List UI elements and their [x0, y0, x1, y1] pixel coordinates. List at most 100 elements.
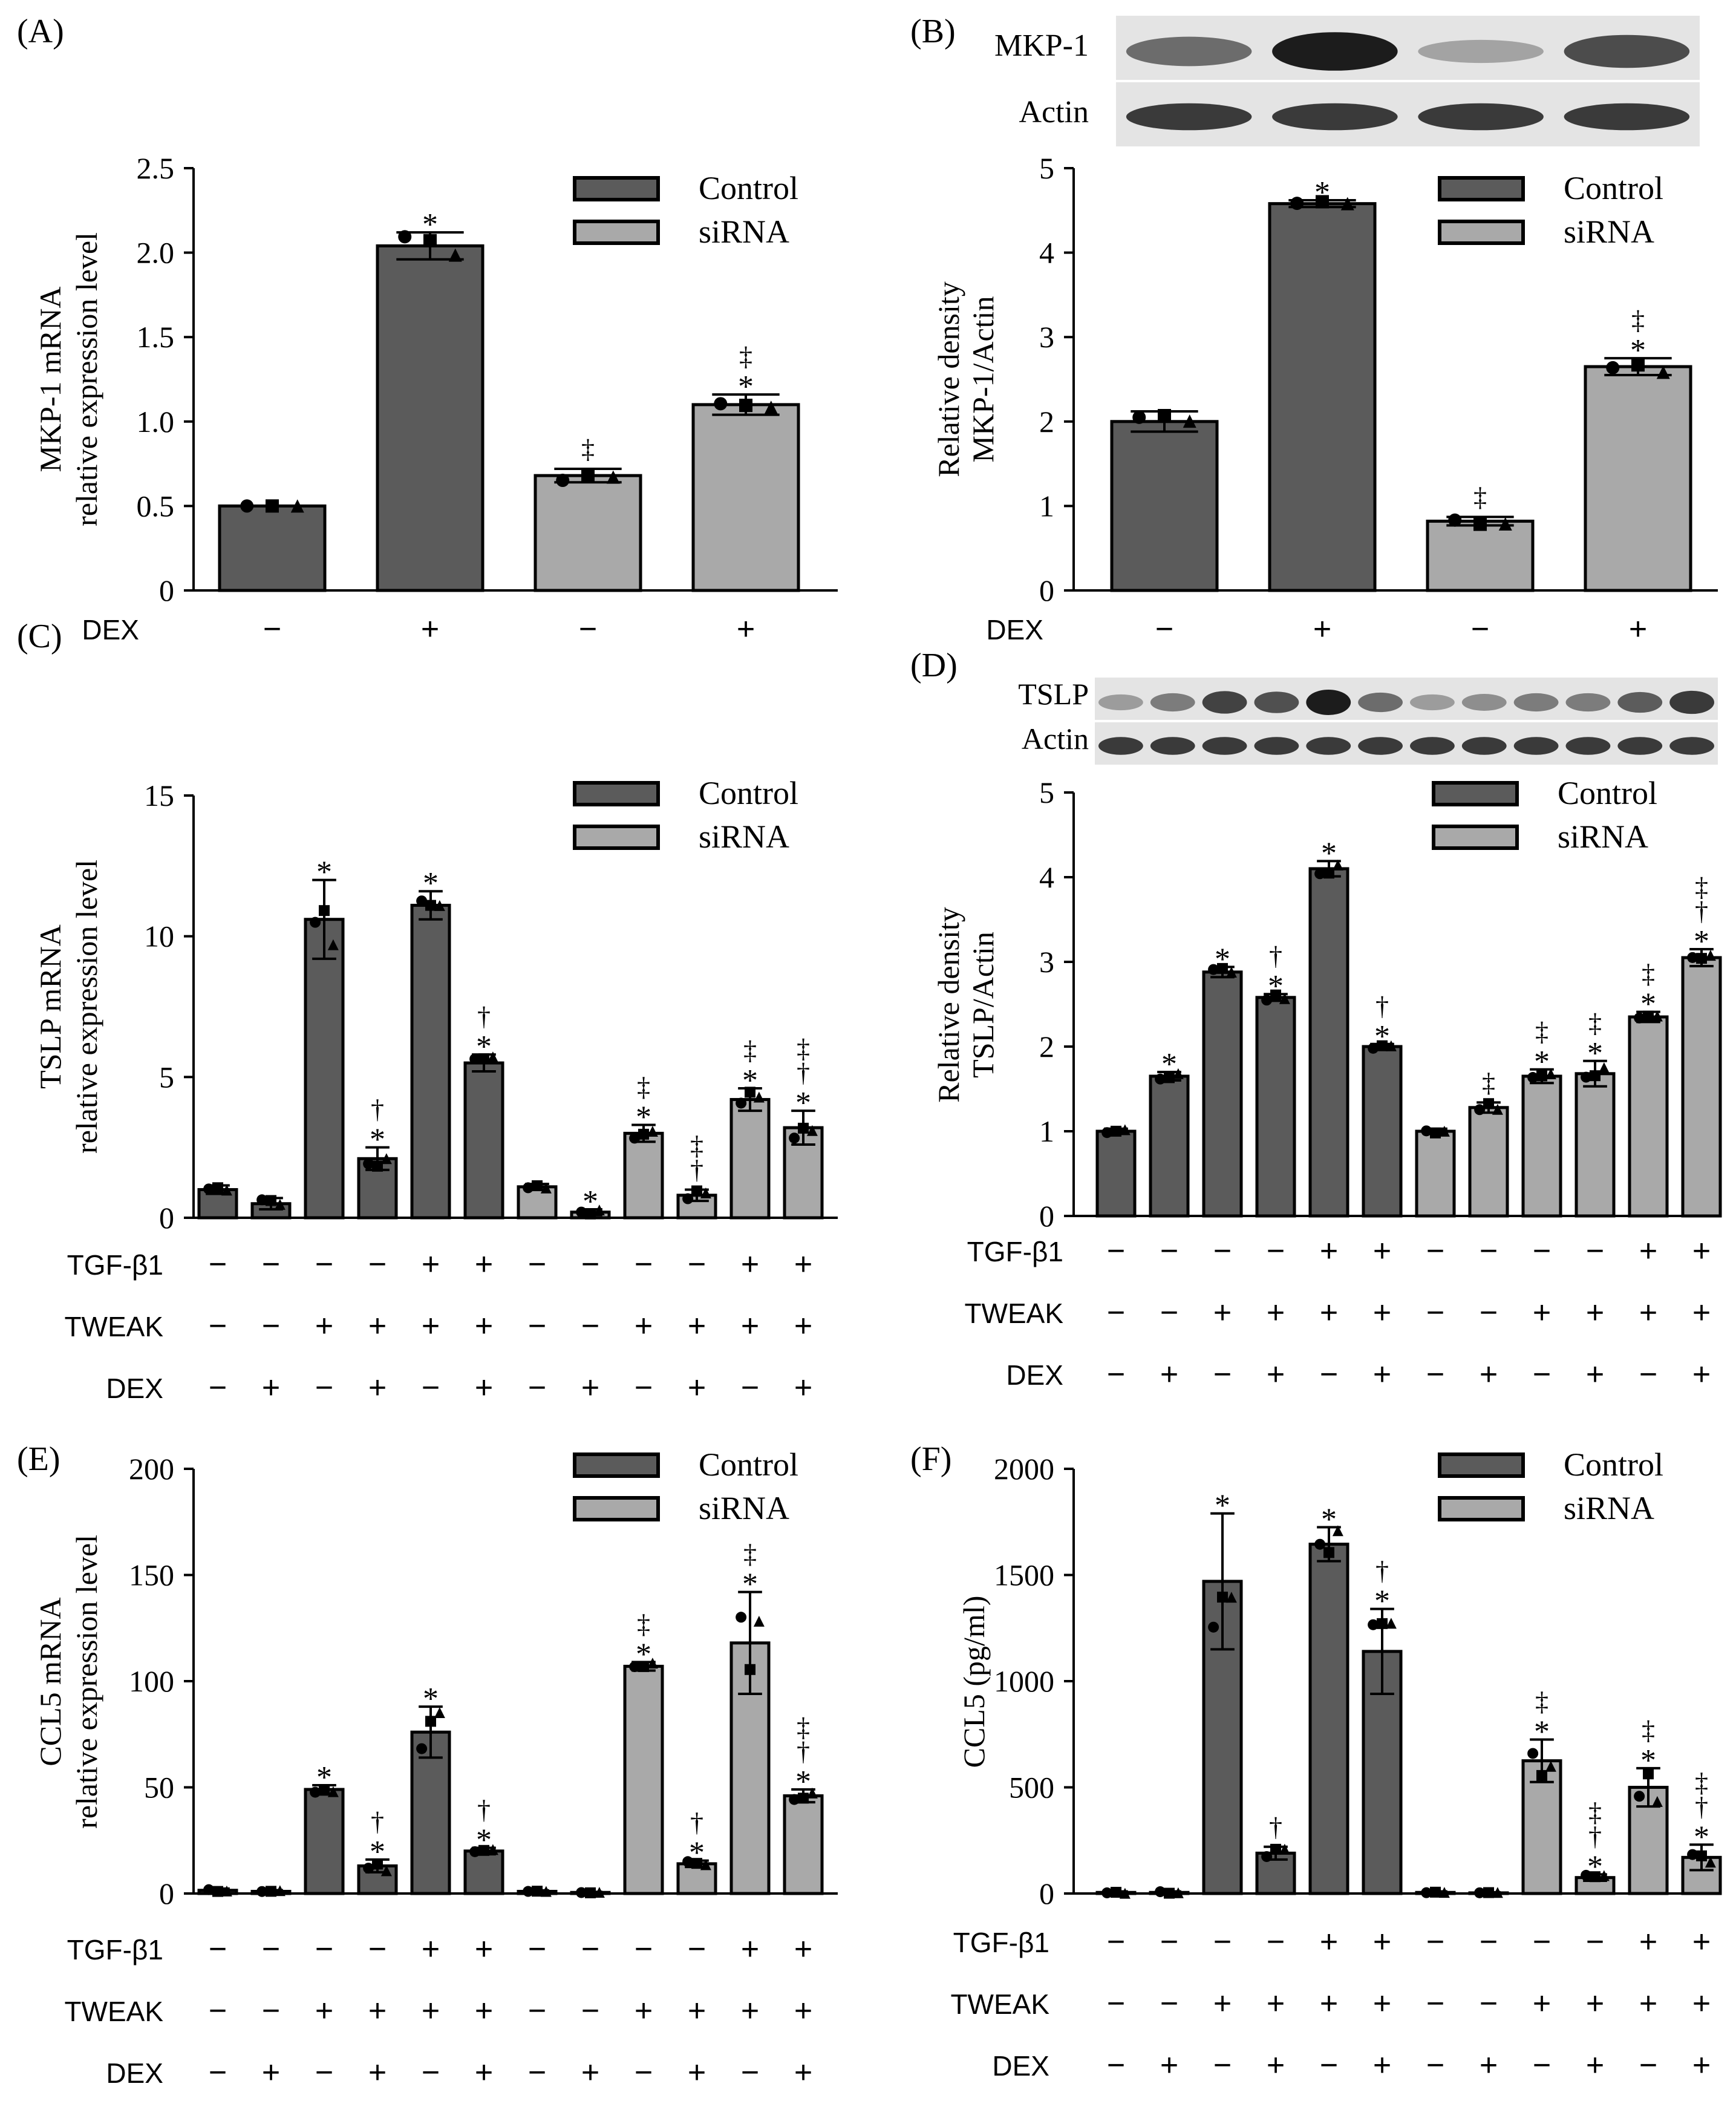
significance-marker: *	[1374, 1584, 1390, 1619]
condition-sign: −	[1160, 1233, 1178, 1269]
bar	[218, 504, 327, 592]
bar	[517, 1185, 558, 1220]
significance-marker: *	[1640, 1743, 1656, 1778]
condition-sign: −	[1639, 1357, 1657, 1392]
condition-sign: +	[1160, 2048, 1178, 2083]
condition-sign: −	[1533, 1357, 1551, 1392]
bar	[463, 1849, 504, 1895]
data-point	[1340, 197, 1354, 211]
data-point	[327, 1786, 339, 1797]
condition-sign: −	[1426, 1986, 1444, 2021]
significance-marker: †	[477, 1002, 491, 1031]
significance-marker: †	[690, 1808, 703, 1838]
y-tick-label: 0	[159, 573, 174, 607]
significance-marker: ‡	[743, 1036, 757, 1065]
condition-sign: −	[1426, 1295, 1444, 1330]
significance-marker: *	[1587, 1849, 1603, 1884]
condition-sign: +	[1586, 1986, 1604, 2021]
data-point	[1527, 1072, 1539, 1083]
data-point	[1527, 1748, 1539, 1759]
data-point	[423, 234, 437, 247]
significance-marker: *	[1694, 1820, 1709, 1854]
condition-sign: −	[1160, 1986, 1178, 2021]
condition-sign: +	[1639, 1986, 1657, 2021]
condition-sign: +	[1373, 1233, 1391, 1269]
significance-marker: †	[1269, 1812, 1282, 1842]
significance-marker: *	[370, 1835, 385, 1869]
data-point	[1323, 1547, 1334, 1558]
condition-sign: −	[528, 1370, 546, 1405]
data-point	[1368, 1619, 1379, 1630]
significance-marker: *	[689, 1836, 705, 1871]
condition-sign: −	[1586, 1924, 1604, 1959]
data-point	[274, 1198, 286, 1210]
blot-band	[1126, 103, 1252, 131]
condition-sign: +	[1692, 2048, 1711, 2083]
condition-label: DEX	[106, 2057, 163, 2089]
significance-marker: †	[1375, 1557, 1389, 1586]
condition-sign: −	[1107, 1233, 1125, 1269]
y-axis-label: relative expression level	[70, 232, 103, 526]
bar	[783, 1794, 824, 1895]
condition-sign: −	[635, 1370, 653, 1405]
blot-band	[1513, 737, 1559, 755]
condition-label: TGF-β1	[967, 1236, 1063, 1267]
blot-label-tslp: TSLP	[1018, 677, 1089, 711]
legend-label-sirna: siRNA	[1564, 1490, 1654, 1526]
panel-b: (B) MKP-1 Actin 0 1 2 3 4 5 Relative density MKP-1…	[910, 13, 1718, 647]
condition-sign: +	[422, 1309, 440, 1344]
condition-sign: −	[528, 1309, 546, 1344]
panel-label: (E)	[17, 1440, 60, 1478]
condition-sign: −	[315, 1932, 333, 1967]
data-point	[593, 1204, 605, 1216]
condition-sign: +	[1639, 1233, 1657, 1269]
significance-marker: ‡	[1535, 1687, 1548, 1717]
significance-marker: †	[1375, 992, 1389, 1021]
condition-sign: −	[635, 2055, 653, 2090]
data-point	[629, 1661, 641, 1673]
condition-sign: +	[1267, 2048, 1285, 2083]
bar	[534, 474, 642, 592]
condition-sign: +	[1373, 1295, 1391, 1330]
condition-sign: +	[1320, 1233, 1338, 1269]
y-tick-label: 100	[129, 1664, 174, 1698]
bar	[1095, 1129, 1137, 1218]
bar	[1308, 1543, 1349, 1895]
significance-marker: *	[476, 1030, 492, 1064]
significance-marker: *	[636, 1637, 651, 1671]
data-point	[363, 1863, 374, 1874]
condition-sign: +	[1692, 1357, 1711, 1392]
condition-sign: −	[688, 1932, 706, 1967]
data-point	[1101, 1127, 1113, 1139]
data-point	[714, 397, 728, 411]
y-axis-label: relative expression level	[70, 1535, 103, 1829]
data-point	[532, 1886, 543, 1897]
data-point	[1183, 414, 1196, 428]
data-point	[416, 895, 428, 907]
significance-marker: *	[422, 207, 438, 242]
condition-sign: −	[579, 612, 597, 647]
condition-sign: −	[209, 1309, 227, 1344]
data-point	[266, 499, 279, 513]
data-point	[1545, 1760, 1556, 1772]
y-tick-label: 2.5	[137, 151, 175, 185]
condition-label: DEX	[82, 614, 139, 645]
data-point	[1164, 1887, 1175, 1899]
significance-marker: *	[316, 1760, 332, 1795]
legend-swatch-sirna	[1432, 825, 1519, 850]
condition-label: TWEAK	[64, 1996, 163, 2027]
panel-e: (E) 0 50 100 150 200 CCL5 mRNA relative express…	[17, 1440, 838, 2090]
blot-band	[1272, 32, 1398, 71]
condition-sign: −	[1639, 2048, 1657, 2083]
data-point	[240, 499, 254, 513]
data-point	[1651, 1010, 1663, 1022]
condition-sign: +	[688, 1993, 706, 2028]
data-point	[478, 1845, 489, 1856]
significance-marker: ‡	[1535, 1017, 1548, 1047]
legend-swatch-sirna	[573, 825, 660, 850]
blot-band	[1564, 103, 1690, 131]
condition-sign: −	[581, 1247, 599, 1282]
y-tick-label: 5	[1039, 151, 1054, 185]
condition-label: TGF-β1	[67, 1934, 163, 1965]
